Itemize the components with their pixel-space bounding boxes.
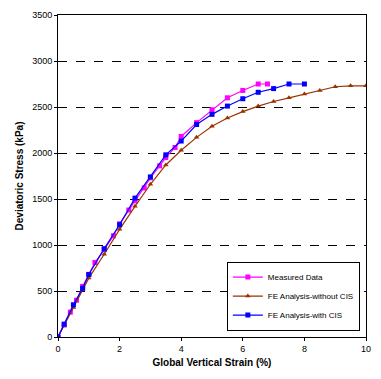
svg-text:6: 6 — [240, 344, 245, 354]
svg-text:3000: 3000 — [32, 56, 52, 66]
svg-text:2500: 2500 — [32, 102, 52, 112]
svg-text:10: 10 — [361, 344, 371, 354]
svg-text:3500: 3500 — [32, 10, 52, 20]
svg-text:2: 2 — [117, 344, 122, 354]
svg-text:1500: 1500 — [32, 194, 52, 204]
svg-text:0: 0 — [55, 344, 60, 354]
svg-text:500: 500 — [37, 286, 52, 296]
svg-text:Global Vertical Strain (%): Global Vertical Strain (%) — [153, 357, 272, 368]
svg-text:2000: 2000 — [32, 148, 52, 158]
svg-text:0: 0 — [47, 332, 52, 342]
svg-text:Deviatoric Stress (kPa): Deviatoric Stress (kPa) — [14, 122, 25, 231]
svg-text:8: 8 — [302, 344, 307, 354]
svg-text:FE Analysis-without CIS: FE Analysis-without CIS — [268, 292, 353, 301]
svg-text:1000: 1000 — [32, 240, 52, 250]
svg-text:4: 4 — [179, 344, 184, 354]
svg-text:Measured Data: Measured Data — [268, 273, 323, 282]
svg-text:FE Analysis-with CIS: FE Analysis-with CIS — [268, 311, 342, 320]
